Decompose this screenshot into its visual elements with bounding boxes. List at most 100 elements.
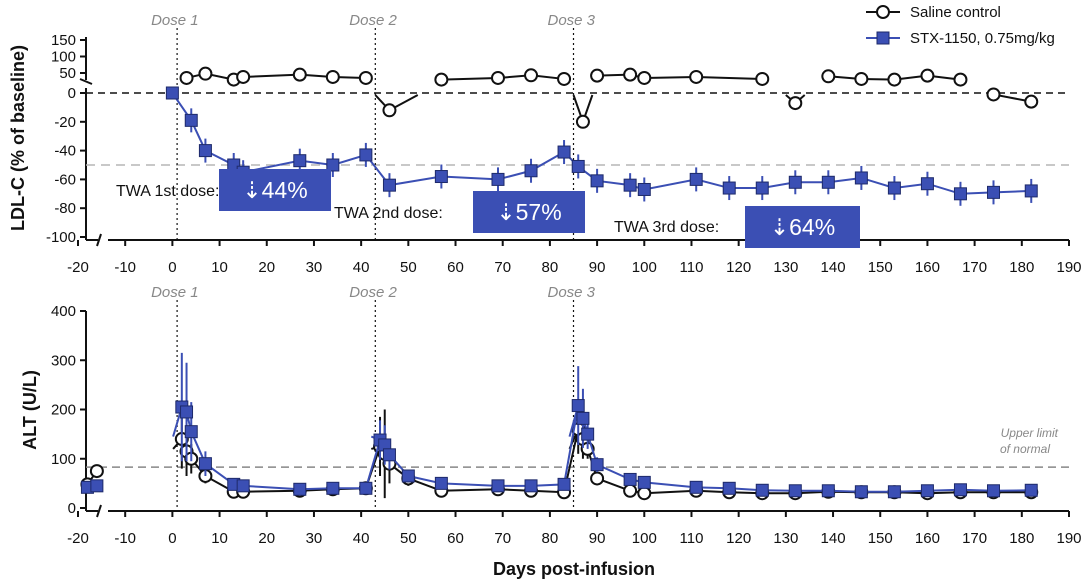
ldl-control-line (597, 73, 763, 80)
alt-treatment-point (623, 472, 637, 486)
ldl-treatment-point (1024, 184, 1038, 198)
ldl-treatment-point (755, 181, 769, 195)
ldl-treatment-point (326, 158, 340, 172)
ldl-x-tick-label: 10 (211, 259, 228, 276)
alt-treatment-point (401, 469, 415, 483)
alt-uln-label-2: of normal (1000, 442, 1050, 456)
ldl-y-tick-label: -100 (46, 229, 76, 246)
ldl-x-tick-label: 190 (1056, 259, 1081, 276)
ldl-control-point (575, 114, 590, 129)
ldl-treatment-point (920, 177, 934, 191)
ldl-treatment-point (821, 175, 835, 189)
ldl-control-point (689, 69, 704, 84)
ldl-control-point (292, 67, 307, 82)
alt-treatment-point (887, 485, 901, 499)
ldl-treatment-point (491, 172, 505, 186)
alt-treatment-point (576, 411, 590, 425)
ldl-dose-label: Dose 1 (151, 12, 199, 29)
ldl-axis-break-mark (79, 78, 93, 85)
ldl-treatment-point (434, 170, 448, 184)
ldl-dose-label: Dose 3 (548, 12, 596, 29)
ldl-x-tick-label: 110 (680, 259, 704, 276)
ldl-x-tick-label: 90 (589, 259, 606, 276)
alt-control-point (623, 483, 638, 498)
alt-treatment-point (637, 475, 651, 489)
ldl-control-point (434, 72, 449, 87)
alt-x-tick-label: 20 (258, 530, 275, 547)
ldl-control-point (179, 70, 194, 85)
ldl-x-tick-label: 120 (726, 259, 751, 276)
alt-x-tick-label: 130 (773, 530, 798, 547)
legend-marker-control (876, 5, 890, 19)
ldl-treatment-point (986, 185, 1000, 199)
alt-x-tick-label: 140 (821, 530, 846, 547)
alt-x-tick-label: 10 (211, 530, 228, 547)
ldl-treatment-point (557, 145, 571, 159)
ldl-y-tick-label-upper: 150 (51, 32, 76, 49)
alt-x-tick-label: 40 (353, 530, 370, 547)
ldl-treatment-point (623, 178, 637, 192)
ldl-control-point (382, 103, 397, 118)
alt-y-tick-label: 0 (68, 500, 76, 517)
alt-x-break-mark (96, 504, 102, 518)
alt-y-tick-label: 200 (51, 402, 76, 419)
ldl-x-tick-label: 50 (400, 259, 417, 276)
alt-treatment-point (359, 481, 373, 495)
alt-x-tick-label: 0 (168, 530, 176, 547)
ldl-control-point (557, 71, 572, 86)
ldl-x-tick-label: 160 (915, 259, 940, 276)
ldl-treatment-point (293, 154, 307, 168)
alt-y-tick-label: 400 (51, 303, 76, 320)
legend-marker-treatment (876, 31, 890, 45)
ldl-control-point (325, 69, 340, 84)
alt-treatment-point (755, 483, 769, 497)
ldl-control-point (986, 87, 1001, 102)
alt-treatment-point (590, 458, 604, 472)
alt-treatment-point (491, 479, 505, 493)
alt-treatment-point (1024, 483, 1038, 497)
ldl-control-point (953, 72, 968, 87)
ldl-treatment-point (722, 181, 736, 195)
alt-x-tick-label: 70 (494, 530, 511, 547)
twa-label: TWA 2nd dose: (334, 205, 443, 222)
ldl-x-tick-label: 30 (306, 259, 323, 276)
ldl-y-tick-label: -20 (54, 114, 76, 131)
ldl-x-tick-label: 170 (962, 259, 987, 276)
alt-x-tick-label: 190 (1056, 530, 1081, 547)
alt-treatment-line (181, 401, 1032, 493)
twa-box (473, 191, 585, 233)
ldl-control-point (854, 71, 869, 86)
ldl-control-point (821, 69, 836, 84)
alt-x-tick-label: 60 (447, 530, 464, 547)
alt-treatment-point (557, 477, 571, 491)
alt-treatment-point (689, 480, 703, 494)
alt-treatment-point (180, 405, 194, 419)
twa-value: ⇣57% (496, 199, 561, 225)
ldl-control-point (788, 96, 803, 111)
ldl-y-tick-label: 0 (68, 85, 76, 102)
ldl-treatment-point (788, 175, 802, 189)
alt-treatment-point (722, 481, 736, 495)
alt-y-tick-label: 100 (51, 451, 76, 468)
ldl-treatment-point (689, 172, 703, 186)
alt-treatment-point (184, 425, 198, 439)
alt-y-tick-label: 300 (51, 352, 76, 369)
alt-treatment-point (382, 448, 396, 462)
alt-treatment-point (90, 479, 104, 493)
ldl-y-tick-label-upper: 50 (59, 65, 76, 82)
ldl-treatment-point (524, 164, 538, 178)
ldl-x-tick-label: 80 (542, 259, 559, 276)
twa-label: TWA 1st dose: (116, 183, 219, 200)
ldl-treatment-point (382, 178, 396, 192)
alt-treatment-point (788, 484, 802, 498)
ldl-treatment-point (571, 159, 585, 173)
ldl-y-tick-label-upper: 100 (51, 49, 76, 66)
ldl-x-tick-label: 0 (168, 259, 176, 276)
alt-x-tick-label: 50 (400, 530, 417, 547)
x-axis-label: Days post-infusion (493, 559, 655, 579)
alt-treatment-point (198, 457, 212, 471)
alt-treatment-point (986, 484, 1000, 498)
ldl-control-point (198, 66, 213, 81)
